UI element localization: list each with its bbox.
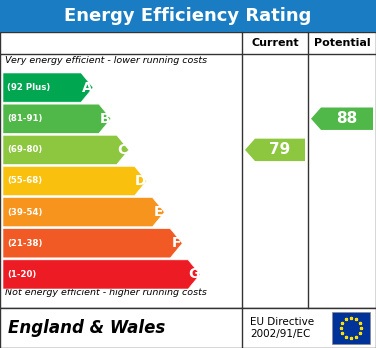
Polygon shape (3, 73, 93, 102)
Text: 2002/91/EC: 2002/91/EC (250, 329, 310, 339)
Polygon shape (3, 166, 147, 196)
Text: (21-38): (21-38) (7, 239, 42, 248)
Text: C: C (118, 143, 128, 157)
Text: England & Wales: England & Wales (8, 319, 165, 337)
Text: Not energy efficient - higher running costs: Not energy efficient - higher running co… (5, 288, 207, 297)
Text: A: A (82, 81, 92, 95)
Bar (0, 308, 376, 348)
Text: Energy Efficiency Rating: Energy Efficiency Rating (64, 7, 312, 25)
Text: D: D (135, 174, 146, 188)
Text: F: F (171, 236, 181, 250)
Polygon shape (3, 135, 129, 164)
Bar (332, 312, 370, 344)
Polygon shape (3, 260, 200, 289)
Text: G: G (188, 267, 200, 282)
Text: (92 Plus): (92 Plus) (7, 83, 50, 92)
Text: 88: 88 (337, 111, 358, 126)
Polygon shape (245, 139, 305, 161)
Bar (0, 0, 376, 32)
Text: Potential: Potential (314, 38, 370, 48)
Bar (0, 32, 376, 308)
Polygon shape (3, 198, 164, 227)
Polygon shape (3, 104, 111, 133)
Text: (39-54): (39-54) (7, 208, 42, 217)
Text: E: E (154, 205, 163, 219)
Text: (81-91): (81-91) (7, 114, 42, 123)
Text: B: B (100, 112, 110, 126)
Text: (55-68): (55-68) (7, 176, 42, 185)
Polygon shape (3, 229, 182, 258)
Polygon shape (311, 108, 373, 130)
Text: Current: Current (251, 38, 299, 48)
Text: EU Directive: EU Directive (250, 317, 314, 327)
Text: (69-80): (69-80) (7, 145, 42, 155)
Text: (1-20): (1-20) (7, 270, 36, 279)
Text: 79: 79 (269, 142, 291, 157)
Text: Very energy efficient - lower running costs: Very energy efficient - lower running co… (5, 56, 207, 65)
